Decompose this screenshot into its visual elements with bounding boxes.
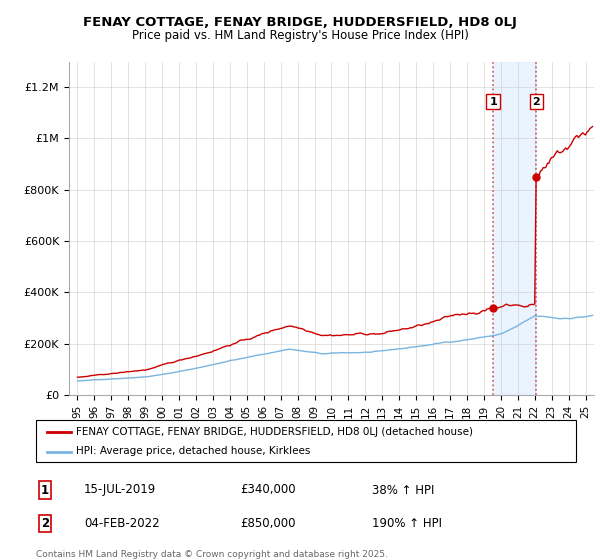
Text: 15-JUL-2019: 15-JUL-2019 bbox=[84, 483, 156, 497]
Text: 38% ↑ HPI: 38% ↑ HPI bbox=[372, 483, 434, 497]
Text: FENAY COTTAGE, FENAY BRIDGE, HUDDERSFIELD, HD8 0LJ (detached house): FENAY COTTAGE, FENAY BRIDGE, HUDDERSFIEL… bbox=[77, 427, 473, 437]
Text: HPI: Average price, detached house, Kirklees: HPI: Average price, detached house, Kirk… bbox=[77, 446, 311, 456]
Text: 2: 2 bbox=[41, 517, 49, 530]
Text: 190% ↑ HPI: 190% ↑ HPI bbox=[372, 517, 442, 530]
Text: 2: 2 bbox=[532, 96, 540, 106]
Text: 1: 1 bbox=[489, 96, 497, 106]
Text: 1: 1 bbox=[41, 483, 49, 497]
Text: FENAY COTTAGE, FENAY BRIDGE, HUDDERSFIELD, HD8 0LJ: FENAY COTTAGE, FENAY BRIDGE, HUDDERSFIEL… bbox=[83, 16, 517, 29]
Text: £850,000: £850,000 bbox=[240, 517, 296, 530]
Text: Contains HM Land Registry data © Crown copyright and database right 2025.
This d: Contains HM Land Registry data © Crown c… bbox=[36, 550, 388, 560]
Text: £340,000: £340,000 bbox=[240, 483, 296, 497]
Text: Price paid vs. HM Land Registry's House Price Index (HPI): Price paid vs. HM Land Registry's House … bbox=[131, 29, 469, 42]
Bar bbox=[493, 62, 536, 395]
Text: 04-FEB-2022: 04-FEB-2022 bbox=[84, 517, 160, 530]
